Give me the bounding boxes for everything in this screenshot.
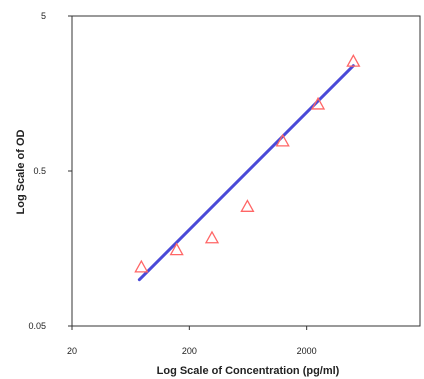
- data-point: [275, 133, 290, 147]
- x-tick-label: 2000: [297, 346, 317, 356]
- fit-line: [137, 64, 355, 282]
- data-point: [310, 96, 326, 110]
- y-tick-label: 0.05: [28, 321, 46, 331]
- x-axis-label: Log Scale of Concentration (pg/ml): [157, 365, 340, 377]
- x-tick-label: 200: [182, 346, 197, 356]
- data-point: [346, 53, 361, 67]
- y-axis-label: Log Scale of OD: [15, 129, 27, 214]
- data-point: [134, 259, 149, 273]
- ticks: 20 200 2000 5 0.5 0.05: [28, 11, 316, 356]
- y-tick-label: 0.5: [33, 166, 46, 176]
- x-tick-label: 20: [67, 346, 77, 356]
- data-point: [169, 242, 184, 256]
- fit-line-group: [137, 64, 355, 282]
- data-point: [240, 199, 255, 212]
- y-tick-label: 5: [41, 11, 46, 21]
- data-point: [204, 230, 220, 244]
- data-points: [134, 53, 361, 273]
